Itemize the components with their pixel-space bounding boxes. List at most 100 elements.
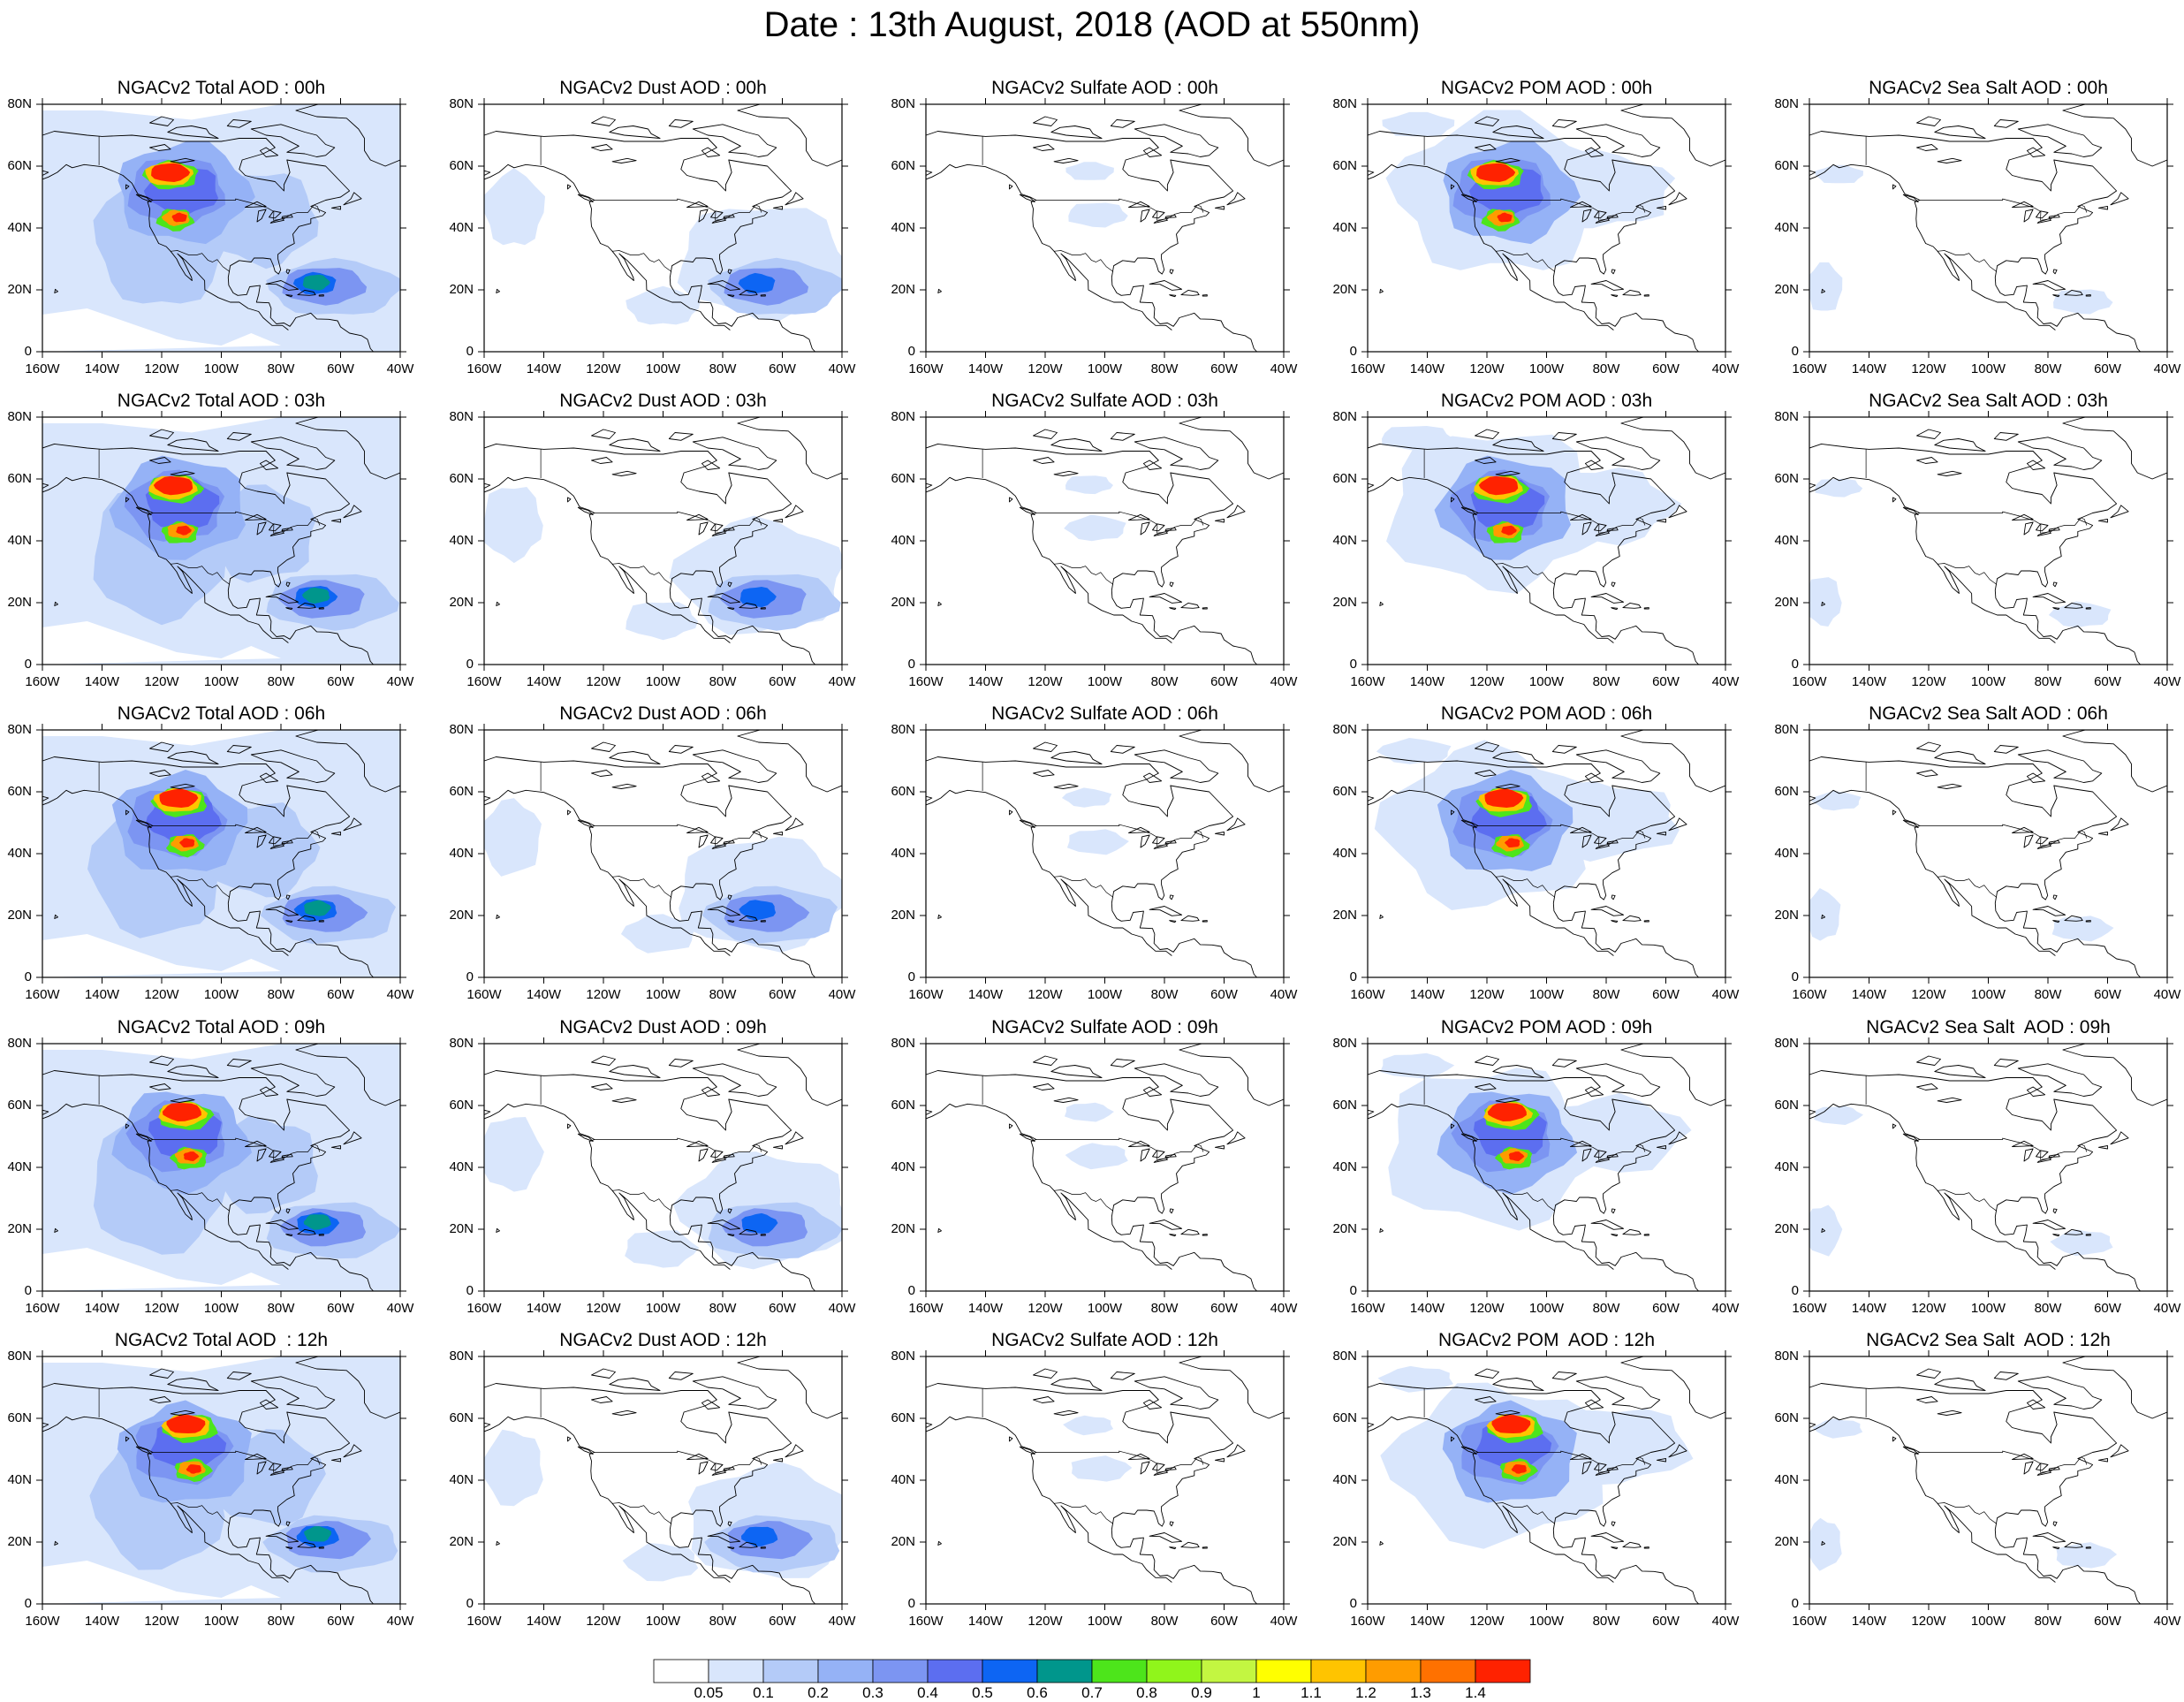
aod-contour [1065, 162, 1114, 180]
colorbar-label: 0.2 [808, 1684, 829, 1701]
lat-tick-label: 0 [1791, 969, 1799, 984]
lat-tick-label: 0 [24, 969, 32, 984]
map-panel [1803, 411, 2173, 671]
island-coast [785, 817, 804, 832]
map-panel [1361, 98, 1732, 358]
aod-contour [738, 272, 776, 294]
island-coast [1180, 1541, 1200, 1548]
map-panel [1803, 1037, 2173, 1297]
lat-tick-label: 40N [1774, 846, 1799, 861]
lon-tick-label: 140W [526, 987, 562, 1002]
lake-outline [149, 1396, 171, 1403]
lat-tick-label: 0 [466, 969, 474, 984]
island-coast [701, 1086, 721, 1097]
lon-tick-label: 160W [908, 674, 944, 689]
island-coast [1622, 1228, 1642, 1235]
panel-title: NGACv2 Sea Salt AOD : 00h [1869, 78, 2108, 98]
island-coast [1611, 1521, 1616, 1527]
lake-outline [1916, 457, 1938, 464]
coastline [926, 1383, 1257, 1604]
island-coast [1110, 1371, 1135, 1380]
island-coast [54, 914, 58, 919]
island-coast [1033, 116, 1058, 126]
island-coast [1902, 1446, 1919, 1455]
island-coast [1149, 906, 1183, 916]
lake-outline [1152, 836, 1165, 845]
panel-title: NGACv2 Dust AOD : 12h [559, 1330, 767, 1350]
island-coast [496, 601, 500, 606]
lon-tick-label: 140W [1851, 361, 1887, 376]
lon-tick-label: 160W [25, 1614, 60, 1629]
lon-tick-label: 80W [709, 987, 737, 1002]
lon-tick-label: 40W [386, 674, 414, 689]
lake-outline [2023, 1148, 2034, 1162]
lake-outline [710, 1463, 724, 1471]
lat-tick-label: 20N [449, 282, 474, 297]
lon-tick-label: 80W [267, 1614, 295, 1629]
lon-tick-label: 100W [645, 1301, 681, 1316]
panel-title: NGACv2 Dust AOD : 00h [559, 78, 767, 98]
island-coast [1934, 751, 1986, 764]
island-coast [1584, 147, 1604, 157]
lon-tick-label: 40W [828, 987, 856, 1002]
lake-outline [281, 1153, 293, 1158]
island-coast [1180, 602, 1200, 609]
lon-tick-label: 60W [327, 1614, 354, 1629]
lake-outline [1594, 1150, 1607, 1159]
aod-contour [739, 587, 777, 608]
island-coast [727, 920, 735, 923]
lake-outline [2023, 1461, 2034, 1475]
island-coast [135, 819, 152, 829]
lake-outline [256, 1461, 267, 1475]
panel-title: NGACv2 POM AOD : 06h [1440, 703, 1653, 724]
lake-outline [1495, 783, 1520, 789]
coastline [926, 1070, 1257, 1291]
aod-contour [1478, 475, 1519, 496]
lon-tick-label: 140W [526, 361, 562, 376]
us-canada-border [152, 511, 321, 534]
island-coast [1214, 1145, 1225, 1150]
lake-outline [2036, 523, 2049, 532]
island-coast [496, 914, 500, 919]
colorbar-swatch [762, 1659, 819, 1683]
lon-tick-label: 120W [144, 674, 179, 689]
lake-outline [1581, 209, 1592, 223]
island-coast [727, 1208, 732, 1214]
island-coast [760, 607, 766, 610]
aod-contour [1382, 426, 1453, 451]
lake-outline [1033, 1396, 1055, 1403]
lake-outline [1606, 1466, 1619, 1470]
lat-tick-label: 20N [7, 908, 32, 923]
lon-tick-label: 60W [769, 674, 796, 689]
lat-tick-label: 80N [891, 1036, 915, 1051]
island-coast [668, 1371, 694, 1380]
lake-outline [723, 840, 735, 844]
island-coast [772, 1458, 783, 1463]
aod-contour [304, 1526, 331, 1542]
island-coast [496, 1227, 500, 1233]
lake-outline [1140, 1461, 1150, 1475]
colorbar-swatch [1310, 1659, 1367, 1683]
island-coast [250, 124, 336, 157]
lake-outline [1475, 1083, 1497, 1090]
island-coast [1821, 1227, 1826, 1233]
lake-outline [1053, 783, 1079, 789]
lon-tick-label: 160W [908, 361, 944, 376]
island-coast [2064, 1541, 2083, 1548]
island-coast [1149, 593, 1183, 604]
aod-contour [1809, 577, 1842, 627]
lat-tick-label: 60N [1774, 1098, 1799, 1113]
lon-tick-label: 120W [1911, 674, 1946, 689]
aod-contour [1064, 1102, 1114, 1122]
island-coast [577, 1133, 594, 1143]
lon-tick-label: 160W [1350, 361, 1385, 376]
lon-tick-label: 60W [2094, 361, 2121, 376]
lat-tick-label: 60N [1332, 1410, 1357, 1425]
greenland-coast [2062, 1356, 2167, 1419]
island-coast [1475, 116, 1499, 126]
island-coast [1668, 505, 1687, 519]
lat-tick-label: 40N [449, 1159, 474, 1174]
island-coast [785, 505, 804, 519]
lat-tick-label: 60N [891, 471, 915, 486]
lat-tick-label: 60N [449, 471, 474, 486]
